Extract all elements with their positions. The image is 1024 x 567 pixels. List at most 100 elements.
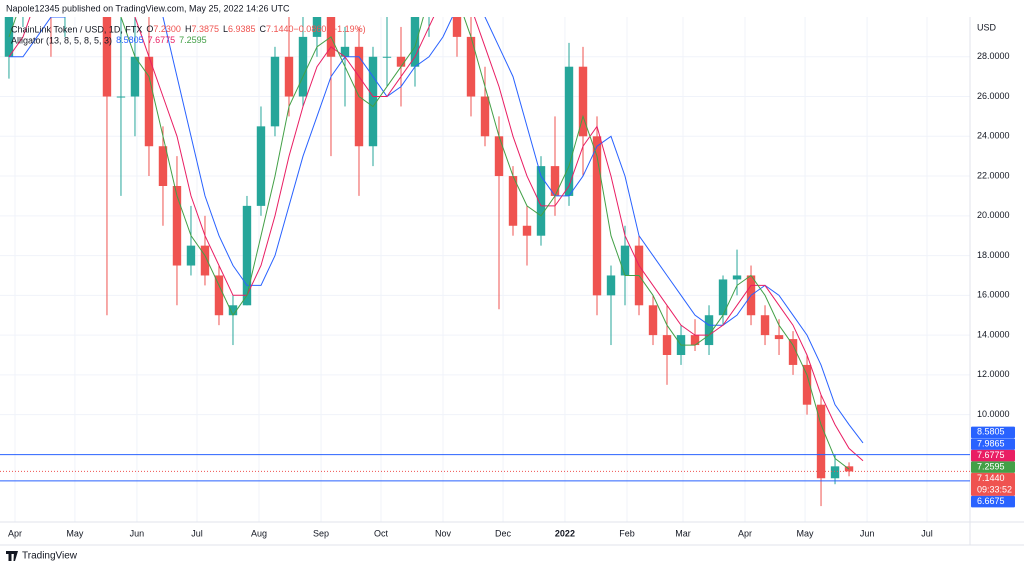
y-tick-label: 28.0000 xyxy=(977,51,1010,61)
candle-body xyxy=(158,146,168,186)
ohlc-key: L xyxy=(223,24,228,34)
brand: TradingView xyxy=(22,551,78,562)
x-tick-label: Oct xyxy=(374,528,389,538)
y-tick-label: 20.0000 xyxy=(977,210,1010,220)
candle-body xyxy=(788,339,798,365)
ohlc-key: H xyxy=(185,24,192,34)
candle-body xyxy=(242,205,252,306)
ohlc-value: 7.3875 xyxy=(191,24,219,34)
x-tick-label: Sep xyxy=(313,528,329,538)
candle-body xyxy=(704,315,714,346)
indicator-value: 8.5805 xyxy=(116,35,144,45)
candle-body xyxy=(774,335,784,340)
x-tick-label: Mar xyxy=(675,528,691,538)
x-tick-label: Apr xyxy=(738,528,752,538)
x-tick-label: Jul xyxy=(191,528,203,538)
x-tick-label: Jun xyxy=(860,528,875,538)
ohlc-value: 6.9385 xyxy=(228,24,256,34)
alligator-line xyxy=(9,17,864,444)
candle-body xyxy=(802,364,812,405)
indicator-value: 7.6775 xyxy=(148,35,176,45)
candle-body xyxy=(830,466,840,479)
indicator: Alligator (13, 8, 5, 8, 5, 3) 8.5805 7.677… xyxy=(11,35,207,45)
y-tick-label: 12.0000 xyxy=(977,369,1010,379)
x-tick-label: Nov xyxy=(435,528,452,538)
price-box-label: 6.6675 xyxy=(977,496,1005,506)
y-tick-label: 14.0000 xyxy=(977,329,1010,339)
x-tick-label: Apr xyxy=(8,528,22,538)
candle-body xyxy=(536,166,546,236)
candle-body xyxy=(284,56,294,97)
candle-body xyxy=(522,225,532,236)
candle-body xyxy=(732,275,742,280)
x-tick-label: 2022 xyxy=(555,528,575,538)
price-box-label: 7.9865 xyxy=(977,439,1005,449)
candle-body xyxy=(816,404,826,479)
candle-body xyxy=(648,305,658,336)
y-tick-label: 22.0000 xyxy=(977,170,1010,180)
grid xyxy=(0,17,970,522)
candle-body xyxy=(144,56,154,147)
candle-body xyxy=(256,126,266,206)
axes: 10.0000 12.0000 14.0000 16.0000 18.0000 20.00… xyxy=(8,51,1010,538)
candle-body xyxy=(228,305,238,316)
price-box xyxy=(971,495,1015,508)
candle-body xyxy=(550,166,560,196)
x-tick-label: Aug xyxy=(251,528,267,538)
ohlc-value: −0.0860 (−1.19%) xyxy=(294,24,366,34)
price-box-label: 8.5805 xyxy=(977,427,1005,437)
alligator-line xyxy=(8,17,850,470)
candle-body xyxy=(102,17,112,97)
x-tick-label: May xyxy=(797,528,815,538)
ohlc-key: C xyxy=(260,24,267,34)
price-box-label: 7.1440 xyxy=(977,473,1005,483)
candle-body xyxy=(494,136,504,177)
plot xyxy=(4,17,864,507)
currency: USD xyxy=(977,22,997,32)
x-tick-label: Jun xyxy=(130,528,145,538)
candle-body xyxy=(718,279,728,316)
price-box xyxy=(971,438,1015,450)
candle-body xyxy=(410,17,420,67)
candle-body xyxy=(382,56,392,58)
alligator-line xyxy=(8,17,864,462)
candle-body xyxy=(452,17,462,37)
candle-body xyxy=(298,36,308,97)
candle-body xyxy=(214,275,224,316)
candle-body xyxy=(662,335,672,355)
price-box-label: 7.6775 xyxy=(977,450,1005,460)
y-tick-label: 10.0000 xyxy=(977,409,1010,419)
published-note: Napole12345 published on TradingView.com… xyxy=(6,3,290,13)
indicator-value: 7.2595 xyxy=(179,35,207,45)
y-tick-label: 16.0000 xyxy=(977,290,1010,300)
candle-body xyxy=(130,56,140,97)
price-box xyxy=(971,472,1015,496)
ohlc-value: 7.1440 xyxy=(266,24,294,34)
candle-body xyxy=(270,56,280,127)
ohlc-key: O xyxy=(146,24,153,34)
candle-body xyxy=(186,245,196,266)
candle-body xyxy=(312,17,322,37)
x-tick-label: Dec xyxy=(495,528,512,538)
candle-body xyxy=(396,56,406,67)
candle-body xyxy=(466,36,476,97)
candle-body xyxy=(606,275,616,296)
legend: ChainLink Token / USD, 1D, FTX O7.2300 H7.… xyxy=(11,24,366,45)
x-tick-label: Jul xyxy=(921,528,933,538)
candle-body xyxy=(480,96,490,137)
candle-body xyxy=(592,136,602,296)
candle-body xyxy=(368,56,378,147)
candle-body xyxy=(340,46,350,57)
y-tick-label: 24.0000 xyxy=(977,131,1010,141)
price-box xyxy=(971,461,1015,473)
price-box xyxy=(971,426,1015,439)
symbol: ChainLink Token / USD, 1D, FTX O7.2300 H7.… xyxy=(11,24,366,34)
y-tick-label: 26.0000 xyxy=(977,91,1010,101)
countdown: 09:33:52 xyxy=(977,485,1012,495)
candle-body xyxy=(760,315,770,336)
candle-body xyxy=(620,245,630,276)
x-tick-label: Feb xyxy=(619,528,635,538)
candle-body xyxy=(564,66,574,196)
y-tick-label: 18.0000 xyxy=(977,250,1010,260)
candle-body xyxy=(508,176,518,226)
